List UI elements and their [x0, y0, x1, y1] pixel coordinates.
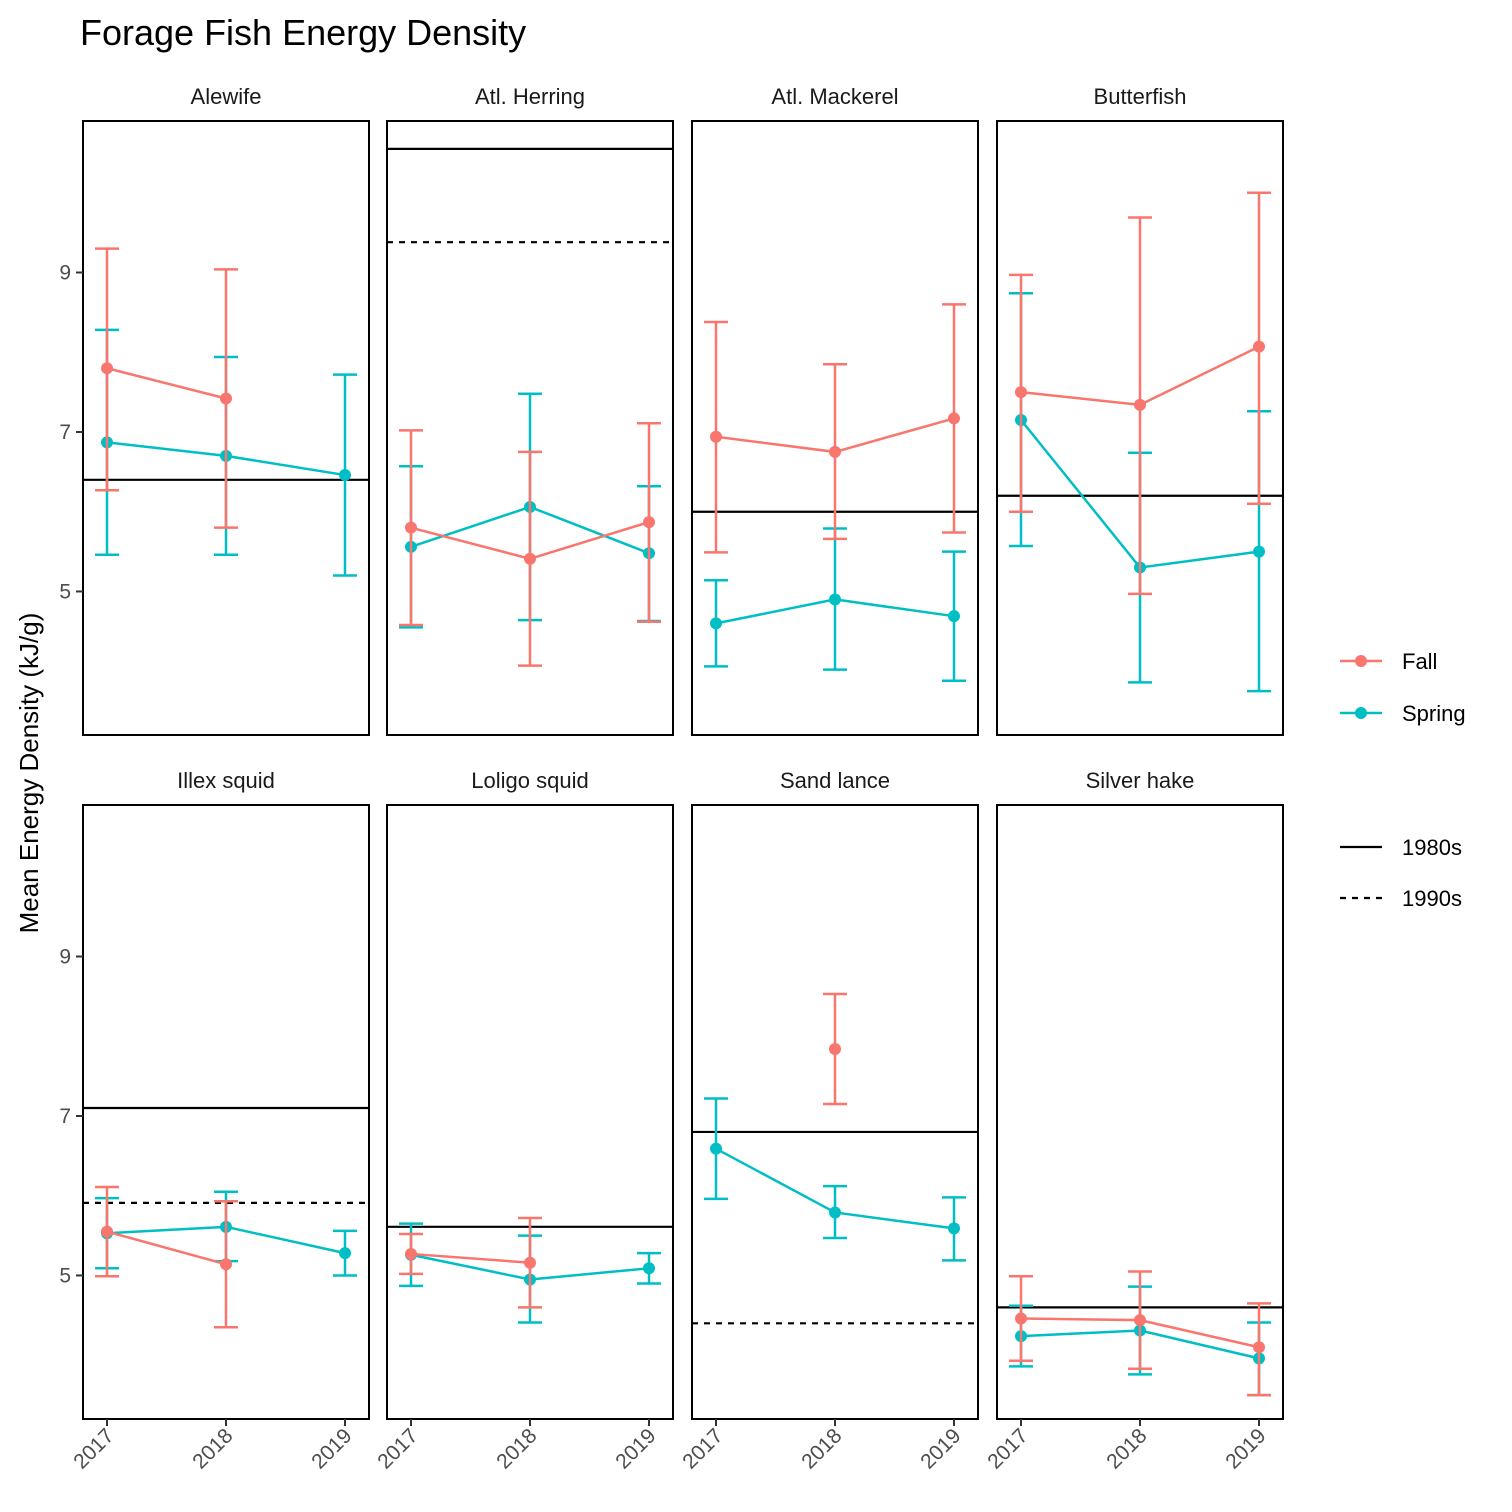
data-point: [710, 1142, 722, 1155]
strip-label: Atl. Herring: [475, 84, 585, 109]
legend-key-point: [1355, 655, 1367, 667]
data-point: [710, 430, 722, 443]
data-point: [524, 1256, 536, 1269]
strip-label: Sand lance: [780, 768, 890, 793]
strip-label: Alewife: [191, 84, 262, 109]
series-fall: [823, 992, 847, 1106]
panel-loligo-squid: Loligo squid 2017 2018 2019: [373, 768, 674, 1474]
series-spring: [704, 527, 966, 683]
series-line: [410, 1252, 531, 1264]
legend-label: 1990s: [1402, 886, 1462, 911]
legend-item-fall: Fall: [1340, 649, 1437, 674]
data-point: [524, 552, 536, 565]
panel-atl-herring: Atl. Herring: [386, 84, 674, 736]
data-point: [220, 1258, 232, 1271]
legend-label: Spring: [1402, 701, 1466, 726]
strip-label: Loligo squid: [471, 768, 588, 793]
data-point: [710, 617, 722, 630]
strip-label: Silver hake: [1086, 768, 1195, 793]
x-tick-label: 2017: [69, 1424, 118, 1473]
data-point: [1134, 398, 1146, 411]
series-fall: [704, 303, 966, 554]
legend-key-point: [1355, 707, 1367, 719]
data-point: [1253, 340, 1265, 353]
series-fall: [1009, 1270, 1271, 1397]
strip-label: Atl. Mackerel: [771, 84, 898, 109]
x-tick-label: 2018: [797, 1424, 846, 1473]
y-tick-label: 7: [59, 421, 71, 444]
series-fall: [399, 421, 661, 667]
panel-illex-squid: Illex squid 5 7 9 2017 2018 2019: [59, 768, 370, 1474]
x-tick-label: 2018: [1102, 1424, 1151, 1473]
panel-alewife: Alewife 5 7 9: [59, 84, 370, 736]
series-spring: [704, 1097, 966, 1262]
x-tick-label: 2018: [492, 1424, 541, 1473]
x-tick-label: 2018: [188, 1424, 237, 1473]
x-tick-label: 2019: [916, 1424, 965, 1473]
data-point: [829, 1206, 841, 1219]
data-point: [405, 521, 417, 534]
legend-item-spring: Spring: [1340, 701, 1466, 726]
series-fall: [95, 1185, 238, 1329]
y-tick-label: 7: [59, 1105, 71, 1128]
data-point: [948, 1222, 960, 1235]
panel-background: [692, 805, 978, 1419]
data-point: [829, 593, 841, 606]
y-tick-label: 9: [59, 262, 71, 285]
data-point: [339, 1247, 351, 1260]
data-point: [339, 469, 351, 482]
data-point: [643, 516, 655, 529]
series-fall: [95, 247, 238, 529]
series-line: [106, 1230, 227, 1266]
chart-title: Forage Fish Energy Density: [80, 12, 526, 53]
panel-border: [691, 120, 979, 736]
legend: Fall Spring 1980s 1990s: [1340, 649, 1466, 911]
data-point: [1134, 1314, 1146, 1327]
panel-butterfish: Butterfish: [996, 84, 1284, 736]
legend-item-1990s: 1990s: [1340, 886, 1462, 911]
data-point: [1253, 545, 1265, 558]
data-point: [948, 610, 960, 623]
data-point: [1253, 1341, 1265, 1354]
series-line: [106, 366, 227, 400]
panel-background: [387, 805, 673, 1419]
x-tick-label: 2019: [307, 1424, 356, 1473]
y-tick-label: 5: [59, 1264, 71, 1287]
x-tick-label: 2019: [611, 1424, 660, 1473]
data-point: [829, 1043, 841, 1056]
data-point: [101, 1225, 113, 1238]
x-tick-label: 2019: [1221, 1424, 1270, 1473]
y-axis-title: Mean Energy Density (kJ/g): [14, 613, 44, 934]
facet-panels: Alewife 5 7 9 Atl. Herring Atl. Mackerel Butte…: [59, 84, 1284, 1474]
legend-label: 1980s: [1402, 835, 1462, 860]
strip-label: Butterfish: [1094, 84, 1187, 109]
data-point: [1015, 1312, 1027, 1325]
panel-sand-lance: Sand lance 2017 2018 2019: [678, 768, 979, 1474]
series-fall: [1009, 191, 1271, 596]
strip-label: Illex squid: [177, 768, 275, 793]
panel-atl-mackerel: Atl. Mackerel: [691, 84, 979, 736]
data-point: [220, 392, 232, 405]
data-point: [948, 412, 960, 425]
data-point: [643, 1262, 655, 1275]
panel-border: [996, 120, 1284, 736]
y-tick-label: 5: [59, 580, 71, 603]
x-tick-label: 2017: [373, 1424, 422, 1473]
legend-label: Fall: [1402, 649, 1437, 674]
x-tick-label: 2017: [678, 1424, 727, 1473]
legend-item-1980s: 1980s: [1340, 835, 1462, 860]
x-tick-label: 2017: [983, 1424, 1032, 1473]
data-point: [1015, 386, 1027, 399]
data-point: [101, 362, 113, 375]
panel-silver-hake: Silver hake 2017 2018 2019: [983, 768, 1284, 1474]
y-tick-label: 9: [59, 946, 71, 969]
data-point: [405, 1247, 417, 1260]
panel-border: [386, 120, 674, 736]
panel-border: [82, 120, 370, 736]
data-point: [829, 445, 841, 458]
series-fall: [399, 1216, 542, 1309]
